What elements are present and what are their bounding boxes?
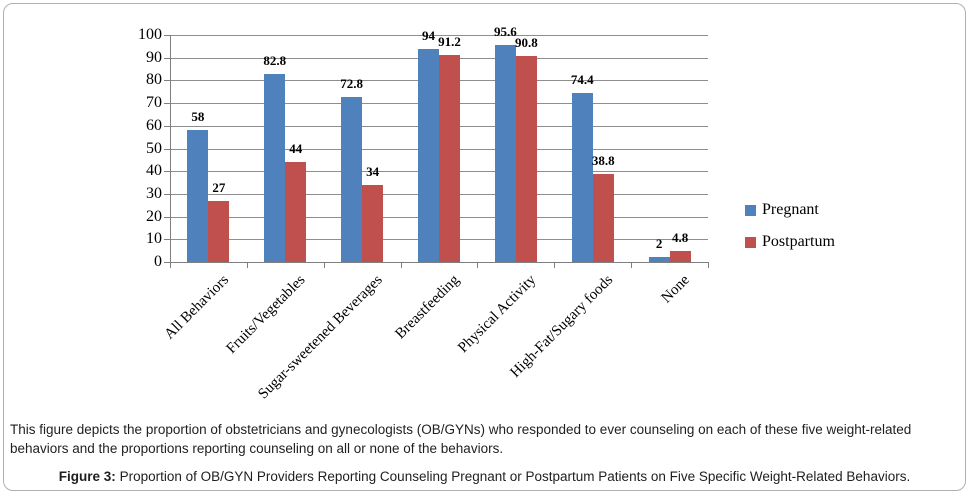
y-axis-label-90: 90 <box>146 48 162 66</box>
bar-value-pregnant-none: 2 <box>655 236 663 252</box>
x-axis-tick-2 <box>323 263 325 268</box>
bar-value-pregnant-physical-activity: 95.6 <box>493 23 517 39</box>
bar-value-postpartum-high-fat-sugary-foods: 38.8 <box>591 152 615 168</box>
x-axis-tick-0 <box>170 263 171 268</box>
x-axis-tick-3 <box>400 263 402 268</box>
caption-figure-label: Figure 3: <box>58 469 116 484</box>
bar-pregnant-none <box>648 257 670 262</box>
y-axis-tick-40 <box>164 171 170 173</box>
category-label-all-behaviors: All Behaviors <box>161 272 232 343</box>
bar-value-pregnant-all-behaviors: 58 <box>191 109 205 125</box>
legend-swatch-icon <box>745 236 756 248</box>
y-axis-label-70: 70 <box>146 94 162 112</box>
bar-postpartum-fruits-vegetables <box>285 162 307 262</box>
y-axis-tick-100 <box>164 35 170 36</box>
y-axis-tick-0 <box>164 262 170 263</box>
bar-value-postpartum-all-behaviors: 27 <box>212 179 226 195</box>
x-axis-tick-6 <box>631 263 633 268</box>
legend-label: Pregnant <box>762 201 819 218</box>
legend-label: Postpartum <box>762 233 835 250</box>
legend-swatch-icon <box>745 204 756 216</box>
bar-pregnant-fruits-vegetables <box>264 74 286 262</box>
y-axis-label-20: 20 <box>146 207 162 225</box>
bar-value-pregnant-fruits-vegetables: 82.8 <box>263 53 287 69</box>
caption-description: This figure depicts the proportion of ob… <box>10 422 912 456</box>
y-axis <box>170 35 171 262</box>
legend-item-pregnant: Pregnant <box>745 201 835 219</box>
y-axis-tick-60 <box>164 125 170 127</box>
y-axis-label-50: 50 <box>146 139 162 157</box>
y-axis-label-40: 40 <box>146 162 162 180</box>
bar-value-postpartum-breastfeeding: 91.2 <box>438 33 461 49</box>
category-label-physical-activity: Physical Activity <box>455 272 540 357</box>
bar-postpartum-all-behaviors <box>208 200 230 262</box>
category-label-breastfeeding: Breastfeeding <box>392 272 463 343</box>
bar-postpartum-sugar-sweetened-beverages <box>362 184 384 262</box>
bar-value-postpartum-sugar-sweetened-beverages: 34 <box>366 163 380 179</box>
bar-value-pregnant-sugar-sweetened-beverages: 72.8 <box>340 75 364 91</box>
bar-pregnant-breastfeeding <box>418 48 439 262</box>
y-axis-tick-50 <box>164 148 170 150</box>
bar-value-postpartum-none: 4.8 <box>671 230 689 246</box>
y-axis-tick-70 <box>164 103 170 105</box>
gridline-100 <box>170 35 708 36</box>
bar-chart: 0 10 20 30 40 50 60 70 80 90 100 58 82.8 72.8 94 95.6 74… <box>138 23 835 403</box>
bar-pregnant-physical-activity <box>494 44 516 262</box>
caption-figure-line: Figure 3: Proportion of OB/GYN Providers… <box>0 467 969 486</box>
bar-postpartum-high-fat-sugary-foods <box>592 173 614 262</box>
y-axis-label-30: 30 <box>146 184 162 202</box>
bar-postpartum-breastfeeding <box>439 54 460 262</box>
y-axis-tick-10 <box>164 239 170 241</box>
bar-postpartum-physical-activity <box>515 55 537 262</box>
y-axis-tick-80 <box>164 80 170 82</box>
figure-caption: This figure depicts the proportion of ob… <box>0 420 969 486</box>
caption-figure-text: Proportion of OB/GYN Providers Reporting… <box>115 469 911 484</box>
bar-value-pregnant-breastfeeding: 94 <box>422 27 435 43</box>
bar-pregnant-sugar-sweetened-beverages <box>341 96 363 262</box>
chart-legend: Pregnant Postpartum <box>745 201 835 265</box>
x-axis <box>170 262 709 263</box>
y-axis-label-100: 100 <box>138 26 162 43</box>
y-axis-tick-30 <box>164 193 170 195</box>
category-label-none: None <box>658 272 693 307</box>
legend-item-postpartum: Postpartum <box>745 233 835 251</box>
x-axis-tick-4 <box>477 263 479 268</box>
y-axis-tick-20 <box>164 216 170 218</box>
bar-postpartum-none <box>669 251 691 262</box>
y-axis-label-10: 10 <box>146 230 162 248</box>
x-axis-tick-5 <box>554 263 556 268</box>
bar-value-pregnant-high-fat-sugary-foods: 74.4 <box>570 72 594 88</box>
y-axis-tick-90 <box>164 57 170 59</box>
y-axis-label-80: 80 <box>146 71 162 89</box>
category-label-sugar-sweetened-beverages: Sugar-sweetened Beverages <box>255 272 386 403</box>
x-axis-tick-1 <box>246 263 248 268</box>
x-axis-tick-7 <box>708 263 709 268</box>
category-label-fruits-vegetables: Fruits/Vegetables <box>223 272 309 357</box>
bar-pregnant-all-behaviors <box>187 130 209 262</box>
y-axis-label-60: 60 <box>146 116 162 134</box>
y-axis-label-0: 0 <box>154 253 162 270</box>
bar-pregnant-high-fat-sugary-foods <box>571 93 593 262</box>
bar-value-postpartum-physical-activity: 90.8 <box>514 34 538 50</box>
bar-value-postpartum-fruits-vegetables: 44 <box>289 141 303 157</box>
